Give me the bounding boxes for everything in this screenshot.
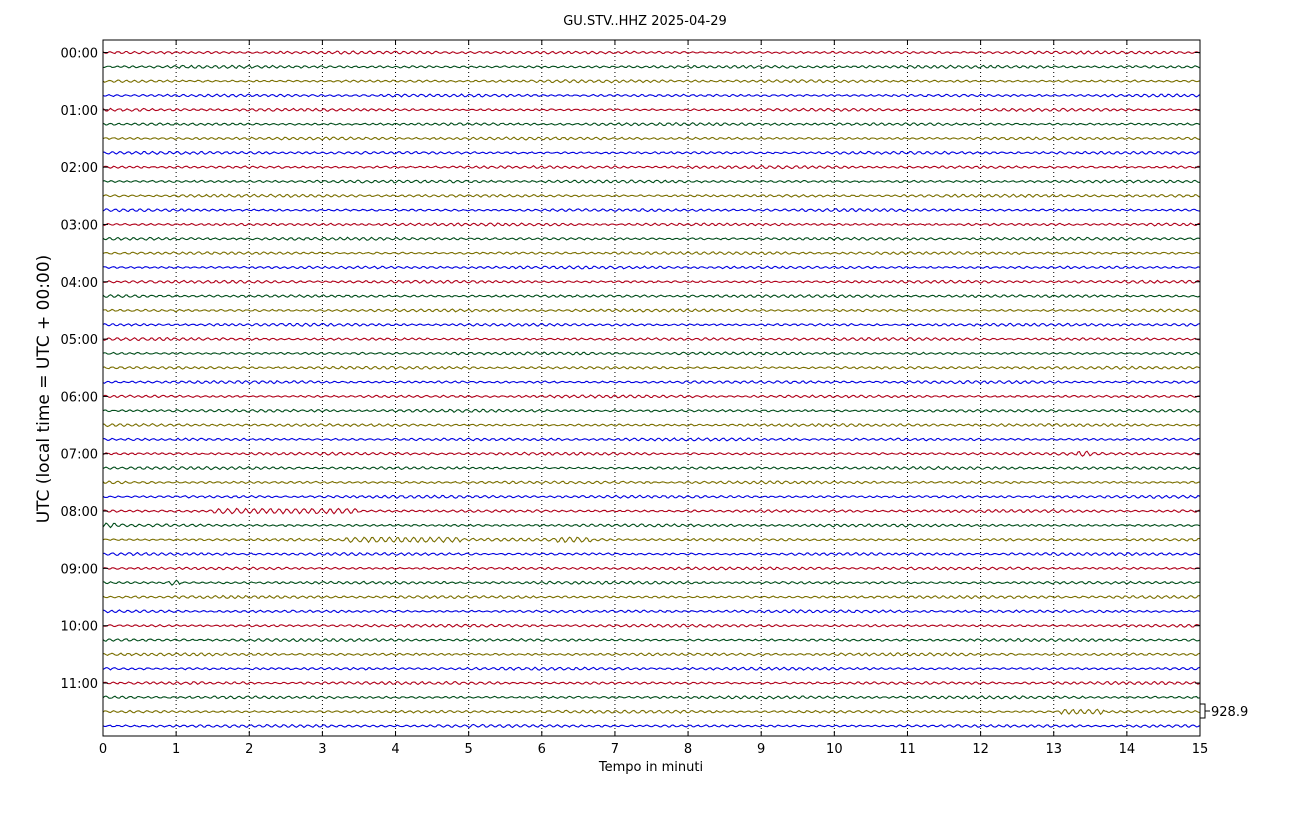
- seismic-trace: [102, 365, 1200, 370]
- seismic-trace: [102, 723, 1200, 729]
- seismic-trace: [102, 308, 1200, 313]
- x-tick-label: 6: [538, 742, 546, 757]
- seismic-trace: [102, 322, 1200, 327]
- x-axis-label: Tempo in minuti: [598, 760, 703, 775]
- seismic-trace: [102, 437, 1200, 442]
- seismic-trace: [102, 193, 1200, 198]
- x-tick-label: 4: [391, 742, 399, 757]
- seismic-trace: [102, 536, 1200, 544]
- seismic-trace: [102, 652, 1200, 657]
- chart-title: GU.STV..HHZ 2025-04-29: [563, 14, 727, 29]
- seismic-trace: [102, 179, 1200, 184]
- seismic-trace: [102, 579, 1200, 586]
- y-tick-label: 04:00: [61, 276, 98, 291]
- y-tick-label: 05:00: [61, 333, 98, 348]
- seismic-trace: [102, 695, 1200, 700]
- y-tick-label: 09:00: [61, 562, 98, 577]
- seismic-trace: [102, 336, 1200, 342]
- x-tick-label: 12: [972, 742, 989, 757]
- x-tick-label: 7: [611, 742, 619, 757]
- y-tick-label: 03:00: [61, 218, 98, 233]
- seismic-trace: [102, 50, 1200, 55]
- x-axis-ticks: 0 1 2 3 4 5 6 7 8 9 10 11 12 13 14 15: [99, 40, 1208, 757]
- x-tick-label: 3: [318, 742, 326, 757]
- seismic-trace: [102, 208, 1200, 213]
- y-axis-label: UTC (local time = UTC + 00:00): [34, 255, 54, 524]
- y-tick-label: 07:00: [61, 448, 98, 463]
- seismic-trace: [102, 79, 1200, 84]
- seismic-trace: [102, 394, 1200, 399]
- x-tick-label: 0: [99, 742, 107, 757]
- grid-lines: [175, 40, 1128, 736]
- seismic-trace: [102, 251, 1200, 256]
- seismic-trace: [102, 507, 1200, 515]
- x-tick-label: 9: [757, 742, 765, 757]
- seismic-trace: [102, 708, 1200, 716]
- seismic-trace: [102, 380, 1200, 385]
- seismic-trace: [102, 666, 1200, 671]
- seismic-trace: [102, 480, 1200, 485]
- seismic-trace: [102, 680, 1200, 686]
- seismic-trace: [102, 351, 1200, 356]
- seismic-trace: [102, 408, 1200, 413]
- seismic-trace: [102, 623, 1200, 628]
- seismic-trace: [102, 609, 1200, 614]
- seismic-trace: [102, 423, 1200, 428]
- y-tick-label: 10:00: [61, 620, 98, 635]
- seismic-trace: [102, 450, 1200, 457]
- seismic-trace: [102, 164, 1200, 170]
- seismic-trace: [102, 222, 1200, 227]
- seismic-trace: [102, 136, 1200, 141]
- y-tick-label: 06:00: [61, 390, 98, 405]
- amplitude-scale-bar: 928.9: [1200, 703, 1248, 720]
- x-tick-label: 10: [826, 742, 843, 757]
- x-tick-label: 8: [684, 742, 692, 757]
- seismic-trace: [102, 566, 1200, 571]
- y-tick-label: 11:00: [61, 677, 98, 692]
- seismic-trace: [102, 64, 1200, 70]
- x-tick-label: 11: [899, 742, 916, 757]
- seismic-trace: [102, 551, 1200, 557]
- seismic-trace: [102, 465, 1200, 471]
- x-tick-label: 15: [1192, 742, 1209, 757]
- seismic-trace: [102, 594, 1200, 600]
- y-tick-label: 02:00: [61, 161, 98, 176]
- x-tick-label: 14: [1119, 742, 1136, 757]
- seismic-trace: [102, 107, 1200, 113]
- plot-frame: [102, 39, 1201, 737]
- x-tick-label: 13: [1045, 742, 1062, 757]
- y-axis-ticks: 00:00 01:00 02:00 03:00 04:00 05:00 06:00 07:00…: [61, 47, 1200, 692]
- seismic-trace: [102, 265, 1200, 270]
- seismic-trace: [102, 637, 1200, 643]
- seismic-trace: [102, 93, 1200, 98]
- seismic-trace: [102, 294, 1200, 299]
- scale-label: 928.9: [1211, 705, 1248, 720]
- seismic-traces: [102, 50, 1200, 729]
- seismic-trace: [102, 236, 1200, 241]
- seismic-trace: [102, 522, 1200, 529]
- seismic-trace: [102, 494, 1200, 499]
- x-tick-label: 5: [465, 742, 473, 757]
- y-tick-label: 01:00: [61, 104, 98, 119]
- x-tick-label: 1: [172, 742, 180, 757]
- seismic-trace: [102, 122, 1200, 127]
- y-tick-label: 08:00: [61, 505, 98, 520]
- x-tick-label: 2: [245, 742, 253, 757]
- seismic-trace: [102, 150, 1200, 155]
- y-tick-label: 00:00: [61, 47, 98, 62]
- seismic-trace: [102, 279, 1200, 284]
